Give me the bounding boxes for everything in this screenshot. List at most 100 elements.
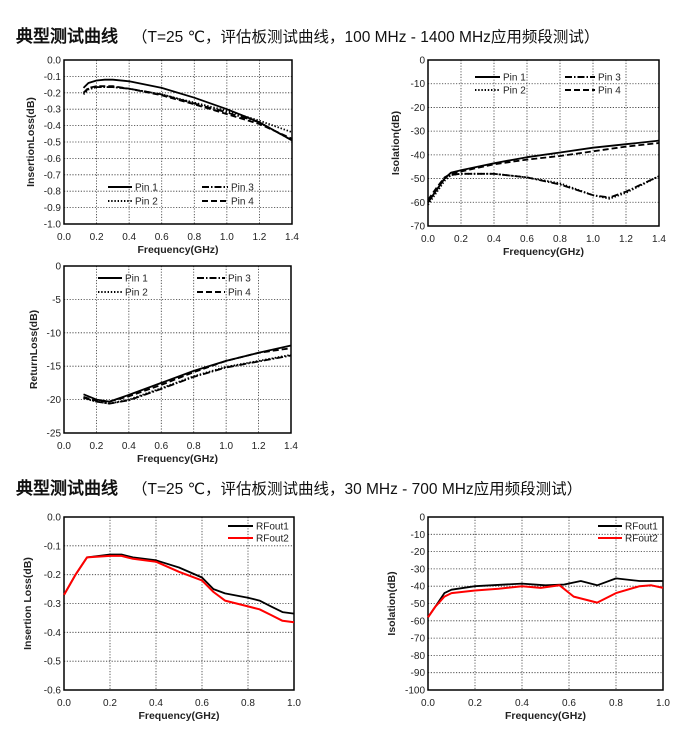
legend-label: Pin 2 bbox=[503, 86, 526, 97]
x-tick-label: 0.2 bbox=[103, 698, 117, 709]
y-tick-label: -50 bbox=[411, 174, 426, 185]
y-tick-label: -0.3 bbox=[44, 105, 62, 116]
series-line-rfout2 bbox=[427, 584, 664, 618]
plot-frame bbox=[427, 59, 660, 227]
y-tick-label: -0.1 bbox=[44, 72, 62, 83]
y-axis-label: InsertionLoss(dB) bbox=[25, 97, 37, 187]
legend-label: Pin 4 bbox=[231, 197, 254, 208]
plot-frame bbox=[63, 265, 292, 434]
x-tick-label: 0.8 bbox=[241, 698, 255, 709]
series-line-pin-4 bbox=[83, 347, 292, 403]
y-axis-label: Isolation(dB) bbox=[390, 111, 402, 175]
x-axis-label: Frequency(GHz) bbox=[503, 246, 584, 258]
legend-label: Pin 1 bbox=[135, 183, 158, 194]
x-tick-label: 1.0 bbox=[287, 698, 301, 709]
series-line-pin-2 bbox=[83, 353, 292, 405]
x-tick-label: 0.8 bbox=[187, 441, 201, 452]
x-tick-label: 0.0 bbox=[57, 441, 71, 452]
series-line-pin-2 bbox=[427, 172, 660, 206]
x-tick-label: 0.0 bbox=[57, 698, 71, 709]
series-line-pin-1 bbox=[427, 139, 660, 203]
legend-label: Pin 3 bbox=[231, 183, 254, 194]
insertion-loss-chart: 0.0 0.2 0.4 0.6 0.8 1.0 1.2 1.4 0.0 -0.1 -0.2 -0.3 -… bbox=[25, 56, 299, 257]
insertion-loss-chart-2: 0.0 0.2 0.4 0.6 0.8 1.0 0.0 -0.1 -0.2 -0.3 -0.4 -0.… bbox=[22, 513, 301, 723]
y-tick-label: 0.0 bbox=[47, 513, 61, 524]
x-axis-label: Frequency(GHz) bbox=[138, 710, 219, 722]
legend-label: Pin 4 bbox=[598, 86, 621, 97]
y-tick-label: -0.6 bbox=[44, 154, 62, 165]
legend-label: Pin 3 bbox=[598, 73, 621, 84]
series-line-rfout1 bbox=[427, 577, 663, 618]
legend-label: RFout1 bbox=[256, 522, 289, 533]
y-tick-label: 0 bbox=[55, 262, 61, 273]
x-tick-label: 0.4 bbox=[122, 441, 136, 452]
series-line-pin-1 bbox=[83, 344, 292, 403]
x-tick-label: 0.4 bbox=[515, 698, 529, 709]
legend-label: RFout2 bbox=[256, 534, 289, 545]
x-tick-label: 0.0 bbox=[421, 698, 435, 709]
x-tick-label: 0.2 bbox=[89, 441, 103, 452]
x-tick-label: 0.2 bbox=[90, 232, 104, 243]
section-title-2: 典型测试曲线 （T=25 ℃，评估板测试曲线，30 MHz - 700 MHz应用… bbox=[16, 474, 582, 499]
series-line-pin-4 bbox=[427, 142, 660, 201]
x-axis-label: Frequency(GHz) bbox=[137, 244, 218, 256]
y-tick-label: -0.1 bbox=[44, 541, 62, 552]
x-axis-label: Frequency(GHz) bbox=[137, 453, 218, 465]
x-tick-label: 0.6 bbox=[154, 441, 168, 452]
series-line-pin-4 bbox=[82, 85, 293, 140]
section-title-1: 典型测试曲线 （T=25 ℃，评估板测试曲线，100 MHz - 1400 MHz… bbox=[16, 22, 599, 47]
x-tick-label: 0.8 bbox=[553, 234, 567, 245]
x-tick-label: 0.2 bbox=[454, 234, 468, 245]
x-tick-label: 1.4 bbox=[652, 234, 666, 245]
legend-label: Pin 3 bbox=[228, 274, 251, 285]
x-tick-label: 0.4 bbox=[487, 234, 501, 245]
x-tick-label: 0.6 bbox=[155, 232, 169, 243]
y-tick-label: -20 bbox=[47, 395, 62, 406]
y-tick-label: -0.4 bbox=[44, 628, 62, 639]
legend-label: Pin 1 bbox=[503, 73, 526, 84]
y-tick-label: -0.2 bbox=[44, 570, 62, 581]
y-tick-label: -70 bbox=[411, 634, 426, 645]
section-title-bold: 典型测试曲线 bbox=[16, 27, 118, 46]
y-tick-label: -0.4 bbox=[44, 121, 62, 132]
legend-label: RFout2 bbox=[625, 534, 658, 545]
y-tick-label: -60 bbox=[411, 616, 426, 627]
y-tick-label: -50 bbox=[411, 599, 426, 610]
y-tick-label: -70 bbox=[411, 222, 426, 233]
x-tick-label: 1.2 bbox=[619, 234, 633, 245]
y-tick-label: 0 bbox=[419, 56, 425, 67]
x-tick-label: 0.0 bbox=[57, 232, 71, 243]
isolation-chart-2: 0.0 0.2 0.4 0.6 0.8 1.0 0 -10 -20 -30 -40 -50 -60 -70… bbox=[386, 513, 670, 723]
y-axis-label: Isolation(dB) bbox=[386, 571, 398, 635]
x-tick-label: 0.0 bbox=[421, 234, 435, 245]
y-tick-label: -10 bbox=[411, 530, 426, 541]
x-tick-label: 1.0 bbox=[219, 441, 233, 452]
y-tick-label: -40 bbox=[411, 150, 426, 161]
x-tick-label: 1.0 bbox=[656, 698, 670, 709]
legend-label: Pin 1 bbox=[125, 274, 148, 285]
y-tick-label: -30 bbox=[411, 564, 426, 575]
y-tick-label: -40 bbox=[411, 582, 426, 593]
legend-label: Pin 4 bbox=[228, 288, 251, 299]
y-tick-label: -0.2 bbox=[44, 88, 62, 99]
y-tick-label: -0.5 bbox=[44, 138, 62, 149]
y-axis-label: ReturnLoss(dB) bbox=[28, 310, 40, 389]
x-tick-label: 0.6 bbox=[195, 698, 209, 709]
y-tick-label: -10 bbox=[411, 79, 426, 90]
y-tick-label: 0.0 bbox=[47, 56, 61, 67]
section-title-conditions: （T=25 ℃，评估板测试曲线，100 MHz - 1400 MHz应用频段测试… bbox=[132, 29, 600, 46]
plot-frame bbox=[63, 59, 293, 225]
series-line-rfout1 bbox=[63, 553, 295, 615]
x-tick-label: 0.8 bbox=[187, 232, 201, 243]
y-tick-label: -1.0 bbox=[44, 220, 62, 231]
y-tick-label: -25 bbox=[47, 429, 62, 440]
x-tick-label: 0.6 bbox=[520, 234, 534, 245]
y-tick-label: -15 bbox=[47, 362, 62, 373]
x-tick-label: 0.8 bbox=[609, 698, 623, 709]
y-tick-label: -0.5 bbox=[44, 657, 62, 668]
y-tick-label: -90 bbox=[411, 668, 426, 679]
section-title-bold: 典型测试曲线 bbox=[16, 479, 118, 498]
y-tick-label: -10 bbox=[47, 328, 62, 339]
y-tick-label: -30 bbox=[411, 127, 426, 138]
